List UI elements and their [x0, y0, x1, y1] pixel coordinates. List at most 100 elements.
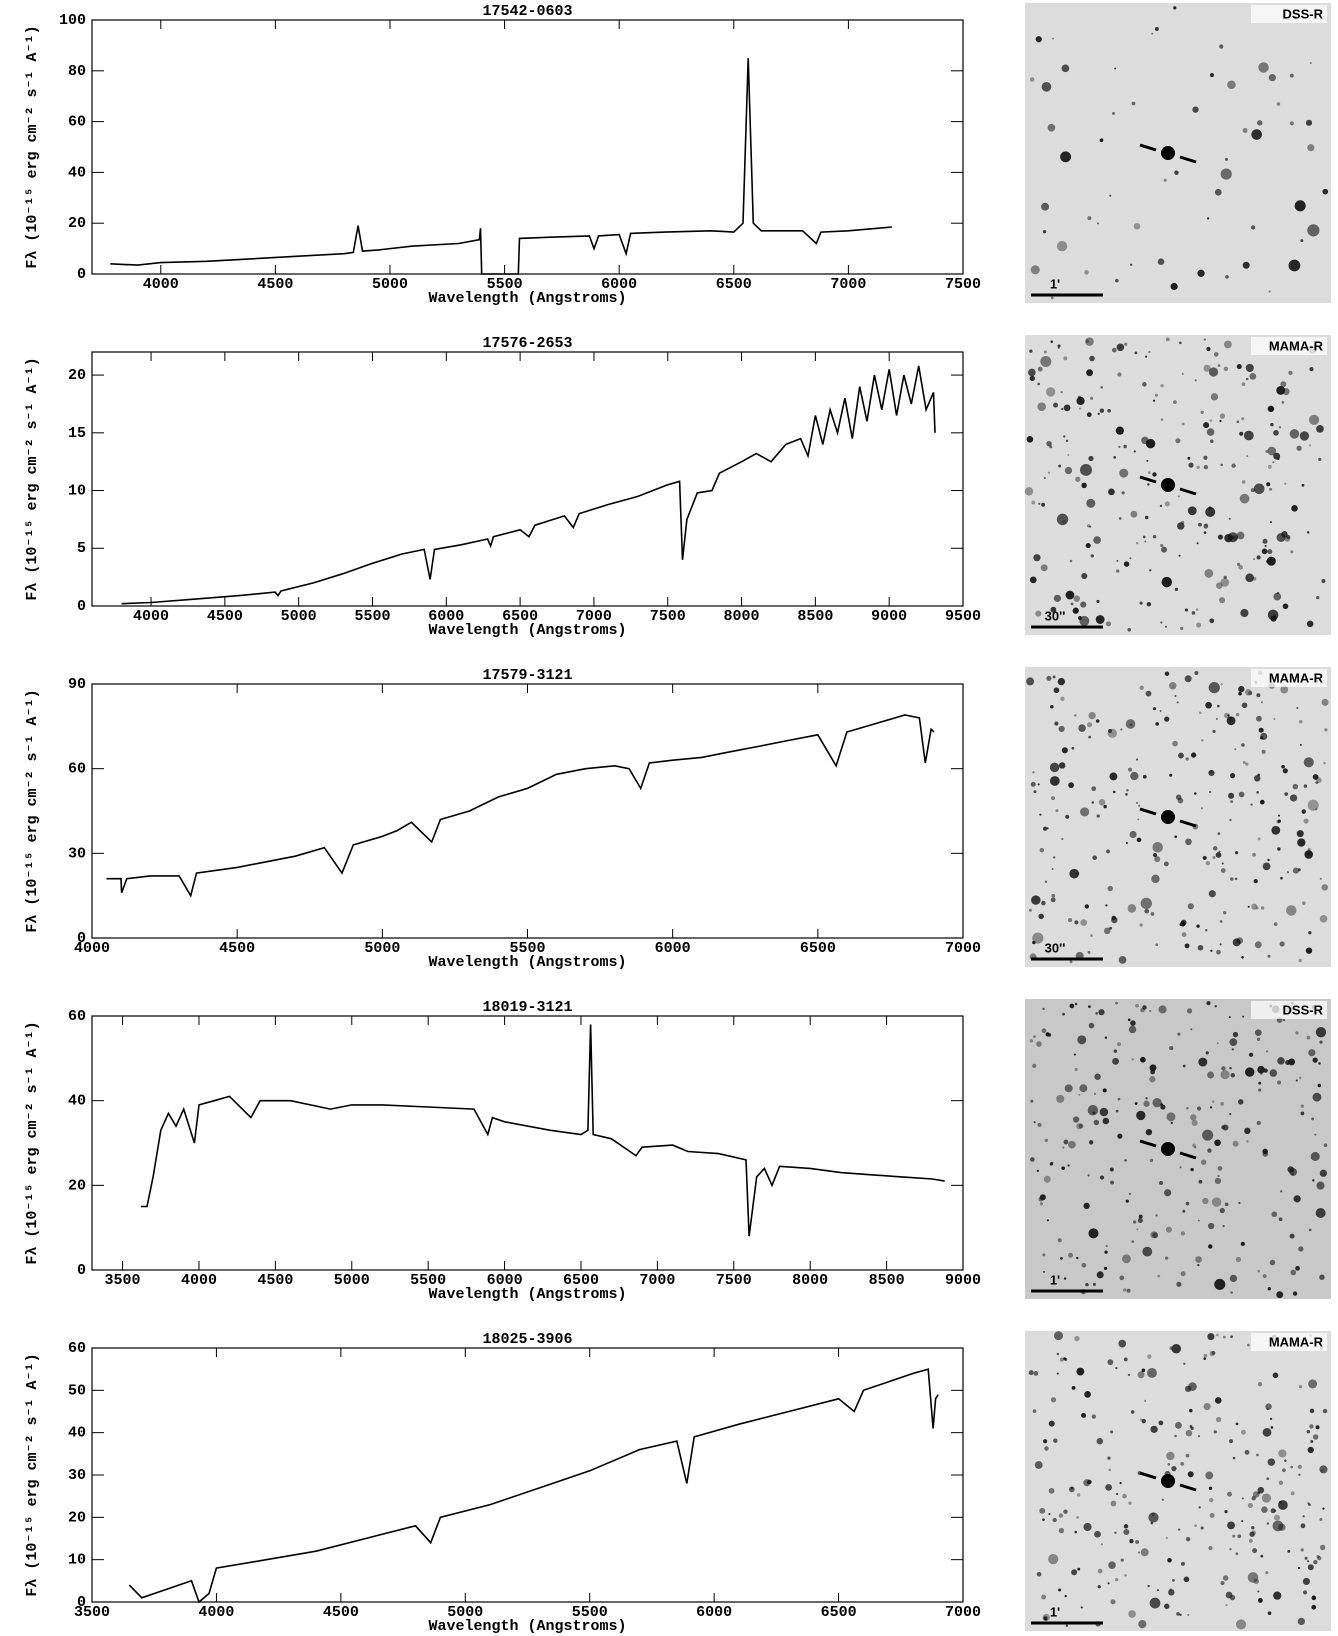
star: [1292, 1291, 1298, 1296]
star: [1180, 1462, 1185, 1466]
star: [1241, 417, 1245, 421]
star: [1227, 714, 1230, 717]
star: [1261, 548, 1268, 555]
star: [1139, 1418, 1143, 1421]
star: [1125, 841, 1128, 845]
target-marker: [1179, 819, 1197, 828]
star: [1086, 369, 1094, 377]
x-tick-label: 9000: [945, 1272, 981, 1289]
x-tick-label: 4000: [74, 940, 110, 957]
star: [1100, 1543, 1103, 1546]
star: [1202, 1197, 1209, 1205]
x-tick-label: 6000: [655, 940, 691, 957]
star: [1088, 1228, 1099, 1239]
star: [1286, 871, 1290, 874]
star: [1319, 1544, 1326, 1551]
star: [1107, 1582, 1110, 1585]
star: [1309, 1408, 1315, 1414]
star: [1307, 1564, 1314, 1571]
star: [1179, 922, 1183, 927]
star: [1042, 1253, 1046, 1257]
image-background: [1025, 1331, 1331, 1631]
star: [1186, 1008, 1193, 1014]
star: [1258, 1088, 1262, 1092]
star: [1119, 1481, 1122, 1485]
star: [1057, 346, 1060, 349]
star: [1223, 366, 1229, 372]
star: [1241, 1497, 1244, 1500]
star: [1219, 1207, 1225, 1214]
star: [1063, 435, 1066, 438]
star: [1196, 924, 1200, 928]
star: [1279, 941, 1285, 947]
star: [1187, 1471, 1194, 1478]
star: [1108, 488, 1115, 496]
star: [1315, 1425, 1320, 1430]
star: [1068, 782, 1074, 789]
star: [1053, 1331, 1064, 1341]
star: [1261, 749, 1266, 754]
plot-frame: [91, 351, 964, 607]
star: [1177, 495, 1180, 498]
star: [1109, 194, 1112, 197]
star: [1029, 375, 1035, 381]
star: [1228, 792, 1235, 799]
star: [1225, 275, 1229, 279]
star: [1062, 1012, 1065, 1016]
star: [1163, 861, 1169, 867]
star: [1231, 1048, 1234, 1051]
star: [1235, 1619, 1247, 1630]
star: [1295, 1265, 1300, 1271]
star: [1107, 408, 1111, 413]
star: [1243, 430, 1254, 441]
star: [1249, 1531, 1255, 1537]
star: [1198, 1057, 1208, 1067]
x-axis-label: Wavelength (Angstroms): [428, 622, 626, 639]
star: [1051, 796, 1056, 801]
star: [1146, 459, 1149, 462]
star: [1149, 1158, 1154, 1163]
star: [1041, 900, 1046, 906]
star: [1033, 1370, 1039, 1376]
star: [1030, 1157, 1035, 1162]
x-tick-label: 6500: [563, 1272, 599, 1289]
star: [1269, 1259, 1276, 1266]
star: [1129, 830, 1137, 839]
star: [1251, 903, 1258, 910]
star: [1272, 615, 1277, 620]
star: [1278, 426, 1282, 429]
star: [1214, 1397, 1222, 1404]
star: [1211, 1197, 1222, 1207]
chart-title: 17542-0603: [482, 3, 572, 20]
star: [1032, 1409, 1037, 1413]
star: [1114, 67, 1117, 70]
star: [1247, 1572, 1259, 1583]
star: [1203, 531, 1207, 534]
star: [1220, 168, 1232, 180]
star: [1260, 701, 1263, 704]
star: [1135, 758, 1139, 761]
star: [1220, 1070, 1230, 1080]
star: [1319, 1518, 1323, 1521]
star: [1217, 1174, 1220, 1178]
star: [1105, 1483, 1113, 1491]
star: [1123, 1524, 1129, 1529]
star: [1240, 608, 1249, 618]
star: [1073, 1116, 1080, 1123]
star: [1245, 762, 1249, 766]
star: [1315, 1026, 1327, 1038]
star: [1030, 781, 1036, 787]
star: [1049, 1162, 1054, 1166]
star: [1269, 1417, 1273, 1420]
star: [1261, 1506, 1268, 1513]
star: [1315, 777, 1322, 784]
plot-frame: [91, 19, 964, 275]
star: [1282, 768, 1288, 774]
star: [1237, 1534, 1242, 1539]
star: [1124, 1574, 1127, 1577]
star: [1209, 1512, 1215, 1519]
star: [1324, 728, 1328, 732]
star: [1256, 1037, 1261, 1041]
star: [1112, 112, 1115, 115]
star: [1127, 767, 1133, 772]
